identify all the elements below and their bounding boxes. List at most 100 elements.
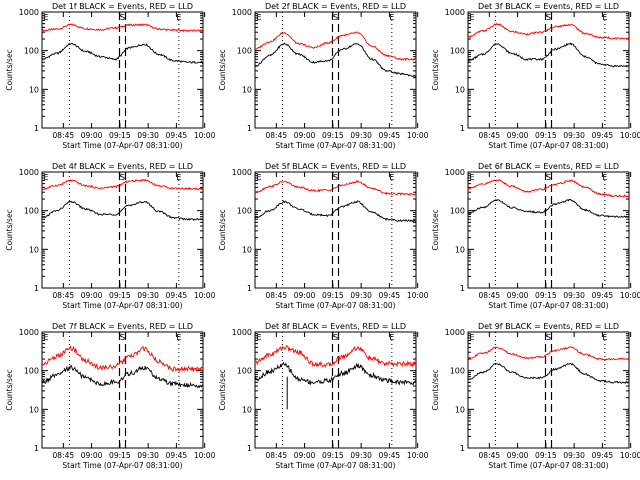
marker-label: S: [333, 13, 338, 22]
x-tick-label: 10:00: [194, 451, 216, 460]
chart-title: Det 4f BLACK = Events, RED = LLD: [52, 162, 193, 171]
plot-frame: [254, 331, 417, 449]
y-tick-label: 10: [29, 405, 39, 414]
plot-frame: [41, 331, 204, 449]
y-tick-label: 100: [237, 207, 252, 216]
lld-series-line: [467, 22, 630, 40]
chart-panel: Det 2f BLACK = Events, RED = LLD 1 10 100 10…: [218, 2, 429, 150]
y-tick-label: 100: [24, 367, 39, 376]
y-tick-label: 1: [34, 124, 39, 133]
y-tick-label: 100: [237, 367, 252, 376]
chart-panel: Det 8f BLACK = Events, RED = LLD 1 10 100 10…: [218, 322, 429, 470]
x-tick-label: 09:30: [563, 451, 585, 460]
x-axis-label: Start Time (07-Apr-07 08:31:00): [62, 461, 182, 470]
events-series-line: [467, 362, 629, 384]
y-tick-label: 1: [247, 124, 252, 133]
x-tick-label: 10:00: [620, 131, 640, 140]
x-tick-label: 09:30: [137, 291, 159, 300]
x-tick-label: 09:15: [535, 291, 557, 300]
y-axis-label: Counts/sec: [431, 49, 440, 90]
x-tick-label: 09:00: [507, 451, 529, 460]
marker-label: E: [389, 333, 394, 342]
plot-frame: [467, 331, 630, 449]
marker-label: E: [469, 173, 474, 182]
x-tick-label: 09:15: [322, 291, 344, 300]
plot-frame: [41, 171, 204, 289]
y-tick-label: 1000: [445, 168, 465, 177]
chart-title: Det 5f BLACK = Events, RED = LLD: [265, 162, 406, 171]
marker-label: S: [120, 173, 125, 182]
plot-frame: [41, 11, 204, 129]
marker-label: S: [546, 13, 551, 22]
marker-label: E: [469, 13, 474, 22]
y-tick-label: 10: [455, 405, 465, 414]
lld-series-line: [467, 178, 630, 198]
lld-series-line: [41, 345, 204, 373]
y-tick-label: 1: [460, 284, 465, 293]
y-axis-label: Counts/sec: [431, 209, 440, 250]
y-tick-label: 1000: [445, 8, 465, 17]
x-axis-label: Start Time (07-Apr-07 08:31:00): [488, 301, 608, 310]
x-tick-label: 09:45: [166, 451, 188, 460]
x-axis-label: Start Time (07-Apr-07 08:31:00): [62, 141, 182, 150]
chart-title: Det 2f BLACK = Events, RED = LLD: [265, 2, 406, 11]
x-tick-label: 09:30: [137, 131, 159, 140]
y-tick-label: 1: [247, 284, 252, 293]
events-series-line: [41, 200, 204, 221]
y-tick-label: 1000: [19, 168, 39, 177]
y-axis-label: Counts/sec: [5, 209, 14, 250]
x-tick-label: 09:00: [294, 131, 316, 140]
y-tick-label: 1: [460, 124, 465, 133]
plot-frame: [254, 11, 417, 129]
x-axis-label: Start Time (07-Apr-07 08:31:00): [275, 301, 395, 310]
chart-panel: Det 5f BLACK = Events, RED = LLD 1 10 100 10…: [218, 162, 429, 310]
x-tick-label: 09:30: [563, 291, 585, 300]
y-axis-label: Counts/sec: [431, 369, 440, 410]
x-tick-label: 09:45: [592, 451, 614, 460]
lld-series-line: [41, 178, 204, 191]
x-tick-label: 08:45: [479, 291, 501, 300]
y-axis-label: Counts/sec: [218, 369, 227, 410]
events-series-line: [41, 42, 204, 64]
x-tick-label: 09:15: [322, 451, 344, 460]
x-tick-label: 09:45: [166, 291, 188, 300]
x-tick-label: 08:45: [266, 451, 288, 460]
x-tick-label: 09:00: [81, 131, 103, 140]
chart-title: Det 1f BLACK = Events, RED = LLD: [52, 2, 193, 11]
y-tick-label: 1000: [232, 8, 252, 17]
marker-label: E: [256, 13, 261, 22]
marker-label: E: [469, 333, 474, 342]
x-tick-label: 08:45: [53, 131, 75, 140]
marker-label: E: [602, 13, 607, 22]
x-tick-label: 09:00: [81, 451, 103, 460]
x-tick-label: 09:15: [322, 131, 344, 140]
marker-label: E: [389, 173, 394, 182]
y-tick-label: 10: [29, 245, 39, 254]
y-tick-label: 1000: [232, 168, 252, 177]
x-tick-label: 08:45: [479, 131, 501, 140]
y-tick-label: 1: [34, 444, 39, 453]
lld-series-line: [254, 31, 417, 62]
y-tick-label: 10: [455, 245, 465, 254]
x-tick-label: 09:30: [350, 451, 372, 460]
x-tick-label: 09:15: [109, 131, 131, 140]
x-tick-label: 09:45: [592, 131, 614, 140]
x-tick-label: 09:00: [507, 291, 529, 300]
y-axis-label: Counts/sec: [5, 369, 14, 410]
y-tick-label: 10: [242, 405, 252, 414]
marker-label: E: [43, 173, 48, 182]
chart-panel: Det 1f BLACK = Events, RED = LLD 1 10 100 10…: [5, 2, 216, 150]
x-tick-label: 09:15: [535, 451, 557, 460]
x-tick-label: 09:00: [294, 451, 316, 460]
plot-frame: [467, 171, 630, 289]
y-tick-label: 10: [29, 85, 39, 94]
x-axis-label: Start Time (07-Apr-07 08:31:00): [488, 141, 608, 150]
marker-label: S: [333, 333, 338, 342]
y-axis-label: Counts/sec: [218, 209, 227, 250]
marker-label: S: [546, 333, 551, 342]
x-tick-label: 10:00: [407, 131, 429, 140]
chart-panel: Det 3f BLACK = Events, RED = LLD 1 10 100 10…: [431, 2, 640, 150]
marker-label: E: [602, 173, 607, 182]
marker-label: E: [176, 333, 181, 342]
